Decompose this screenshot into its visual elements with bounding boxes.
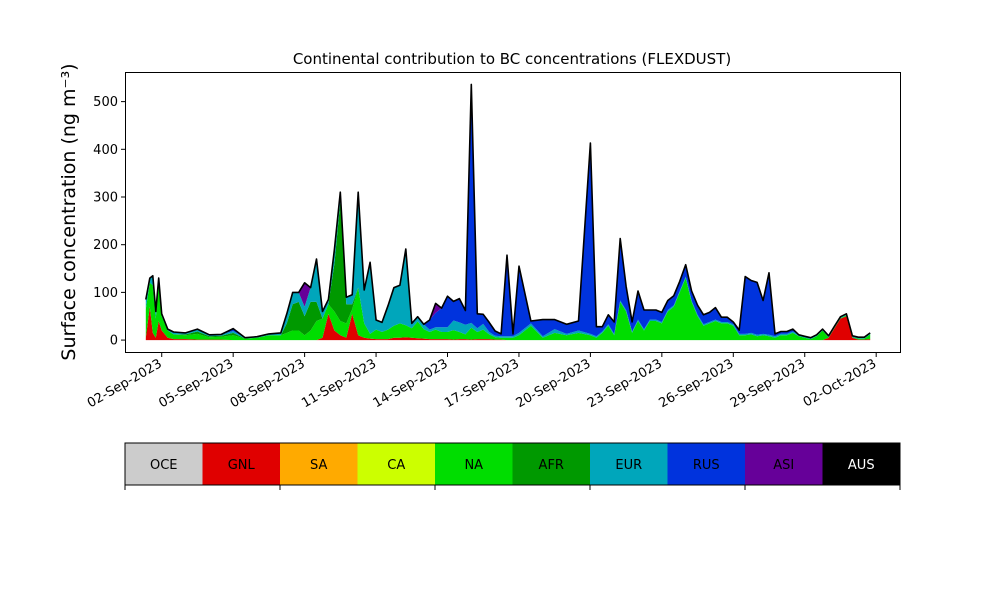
legend-swatch-oce	[125, 443, 203, 485]
chart-title: Continental contribution to BC concentra…	[293, 50, 731, 68]
legend-label-ca: CA	[387, 458, 405, 473]
stacked-area-series	[145, 84, 871, 341]
y-tick-label: 100	[93, 286, 118, 301]
legend-swatch-asi	[745, 443, 823, 485]
legend-swatch-afr	[512, 443, 591, 485]
area-series-gnl	[145, 306, 871, 341]
y-tick-label: 0	[110, 334, 118, 349]
x-tick-label: 23-Sep-2023	[585, 356, 665, 411]
y-tick-label: 200	[93, 238, 118, 253]
legend-label-aus: AUS	[848, 458, 875, 473]
legend-swatch-sa	[280, 443, 358, 485]
y-axis-ticks: 0 100 200 300 400 500	[93, 95, 126, 349]
legend-label-sa: SA	[310, 458, 327, 473]
legend-label-gnl: GNL	[228, 458, 256, 473]
x-tick-label: 02-Oct-2023	[801, 356, 879, 410]
y-tick-label: 500	[93, 95, 118, 110]
legend-swatch-na	[435, 443, 513, 485]
legend-label-rus: RUS	[693, 458, 720, 473]
category-colorbar-legend: OCE GNL SA CA NA AFR EUR RUS ASI AUS	[124, 442, 901, 490]
total-outline	[145, 83, 871, 339]
x-tick-label: 11-Sep-2023	[299, 356, 379, 411]
x-axis-ticks: 02-Sep-202305-Sep-202308-Sep-202311-Sep-…	[85, 352, 879, 411]
area-series-na	[145, 278, 871, 341]
legend-swatch-gnl	[202, 443, 281, 485]
x-tick-label: 20-Sep-2023	[514, 356, 594, 411]
legend-label-oce: OCE	[150, 458, 178, 473]
legend-label-asi: ASI	[773, 458, 794, 473]
y-axis-label: Surface concentration (ng m⁻³)	[58, 63, 80, 360]
x-tick-label: 08-Sep-2023	[228, 356, 308, 411]
legend-label-eur: EUR	[615, 458, 642, 473]
y-tick-label: 300	[93, 191, 118, 206]
legend-swatch-eur	[590, 443, 668, 485]
plot-frame	[125, 72, 901, 353]
legend-frame	[124, 442, 901, 486]
x-tick-label: 26-Sep-2023	[656, 356, 736, 411]
y-tick-label: 400	[93, 143, 118, 158]
x-tick-label: 14-Sep-2023	[371, 356, 451, 411]
x-tick-label: 29-Sep-2023	[728, 356, 808, 411]
legend-swatch-rus	[667, 443, 746, 485]
legend-swatch-aus	[822, 443, 901, 485]
area-series-rus	[145, 84, 871, 338]
legend-swatch-ca	[357, 443, 436, 485]
x-tick-label: 17-Sep-2023	[442, 356, 522, 411]
legend-label-na: NA	[464, 458, 483, 473]
x-tick-label: 02-Sep-2023	[85, 356, 165, 411]
legend-label-afr: AFR	[539, 458, 564, 473]
x-tick-label: 05-Sep-2023	[156, 356, 236, 411]
